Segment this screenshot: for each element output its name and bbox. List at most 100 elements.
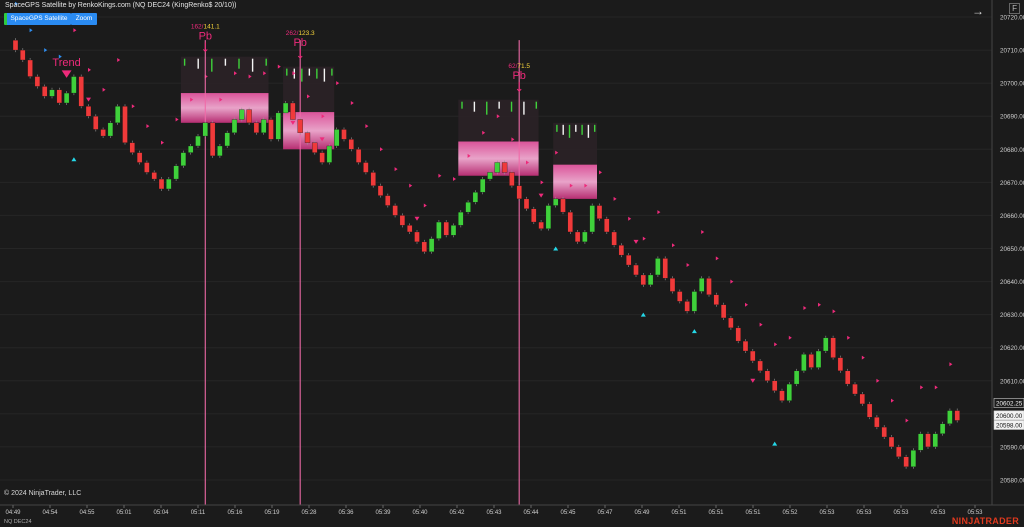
trail-arrow — [482, 130, 486, 135]
y-tick-label: 20630.00 — [1000, 312, 1024, 319]
trail-arrow — [803, 306, 807, 311]
trail-arrow — [365, 124, 369, 129]
zoom-button[interactable]: Zoom — [71, 13, 97, 25]
pink-zone — [180, 93, 269, 123]
candle-down — [20, 49, 26, 61]
candle-up — [472, 192, 479, 203]
trail-arrow — [350, 100, 354, 105]
profile-tick — [587, 124, 590, 138]
price-label: 20602.25 — [996, 400, 1023, 407]
candle-down — [888, 436, 895, 448]
x-tick-label: 05:28 — [301, 510, 317, 516]
candle-down — [896, 446, 902, 457]
profile-tick — [197, 58, 199, 69]
candle-up — [699, 278, 705, 292]
candle-down — [764, 370, 771, 381]
candle-down — [122, 106, 128, 143]
trail-arrow — [715, 256, 719, 261]
signal-up-marker — [640, 312, 646, 317]
x-tick-label: 05:53 — [967, 510, 983, 516]
candle-down — [531, 208, 537, 223]
candle-up — [458, 211, 464, 226]
trail-arrow — [818, 302, 821, 307]
trail-arrow — [58, 54, 62, 59]
candle-down — [136, 152, 143, 163]
profile-tick — [510, 101, 513, 112]
pullback-arrow-icon — [202, 42, 208, 53]
trail-arrow — [511, 137, 515, 142]
profile-tick — [265, 58, 267, 66]
candle-down — [516, 185, 522, 200]
trail-arrow — [657, 210, 661, 215]
y-tick-label: 20640.00 — [1000, 279, 1024, 286]
candle-down — [414, 231, 420, 243]
pullback-label: Pb — [512, 70, 525, 82]
x-tick-label: 05:53 — [819, 510, 835, 516]
signal-up-marker — [691, 329, 697, 334]
trail-arrow — [613, 196, 617, 201]
candle-up — [173, 165, 179, 180]
candle-down — [866, 403, 873, 418]
x-tick-label: 05:45 — [560, 510, 576, 516]
trail-arrow — [569, 183, 573, 188]
profile-tick — [575, 124, 577, 132]
trail-arrow — [380, 147, 383, 152]
candle-down — [669, 278, 676, 292]
y-tick-label: 20710.00 — [1000, 48, 1024, 55]
candle-down — [596, 205, 603, 219]
trail-arrow — [394, 167, 398, 172]
candle-down — [407, 225, 413, 233]
profile-tick — [308, 68, 311, 76]
x-tick-label: 05:51 — [671, 510, 687, 516]
x-tick-label: 05:36 — [338, 510, 354, 516]
signal-down-marker — [319, 137, 325, 142]
x-tick-label: 05:19 — [264, 510, 280, 516]
candle-up — [910, 450, 917, 467]
price-label: 20598.00 — [996, 422, 1023, 429]
candle-up — [217, 145, 223, 157]
candle-down — [509, 172, 515, 186]
y-tick-label: 20590.00 — [1000, 444, 1024, 451]
spacegps-satellite-button[interactable]: SpaceGPS Satellite — [4, 13, 71, 25]
candle-down — [611, 231, 617, 246]
trail-arrow — [409, 183, 413, 188]
candle-down — [830, 337, 836, 358]
arrow-right-icon[interactable]: → — [972, 4, 984, 18]
candle-up — [71, 76, 77, 94]
candle-up — [261, 119, 267, 133]
trail-arrow — [307, 94, 310, 99]
candle-up — [487, 172, 493, 180]
trail-arrow — [628, 216, 632, 221]
candle-down — [859, 393, 865, 405]
trail-arrow — [584, 183, 588, 188]
price-label: 20600.00 — [996, 413, 1023, 420]
trail-arrow — [102, 87, 106, 92]
signal-up-marker — [71, 157, 77, 162]
candle-down — [742, 340, 749, 352]
menu-key-button[interactable]: F — [1009, 3, 1020, 14]
trail-arrow — [423, 203, 427, 208]
pullback-arrow-icon — [516, 82, 522, 92]
candle-up — [436, 221, 442, 239]
candle-up — [188, 145, 194, 153]
candle-up — [224, 132, 230, 147]
profile-tick — [556, 124, 558, 132]
x-tick-label: 05:01 — [116, 510, 132, 516]
pullback-arrow-icon — [297, 49, 303, 59]
candle-down — [713, 294, 719, 305]
candle-up — [480, 178, 486, 193]
trail-arrow — [234, 71, 237, 76]
pullback-values: 162/141.1 — [191, 23, 220, 30]
candle-down — [852, 383, 858, 395]
candle-down — [538, 221, 544, 229]
trail-arrow — [774, 342, 778, 347]
candle-down — [925, 433, 931, 448]
candle-down — [750, 350, 756, 362]
signal-down-marker — [86, 97, 91, 102]
trail-arrow — [949, 362, 953, 367]
candle-up — [815, 350, 822, 368]
candle-down — [319, 152, 325, 163]
candle-down — [341, 129, 347, 140]
profile-tick — [562, 124, 564, 135]
